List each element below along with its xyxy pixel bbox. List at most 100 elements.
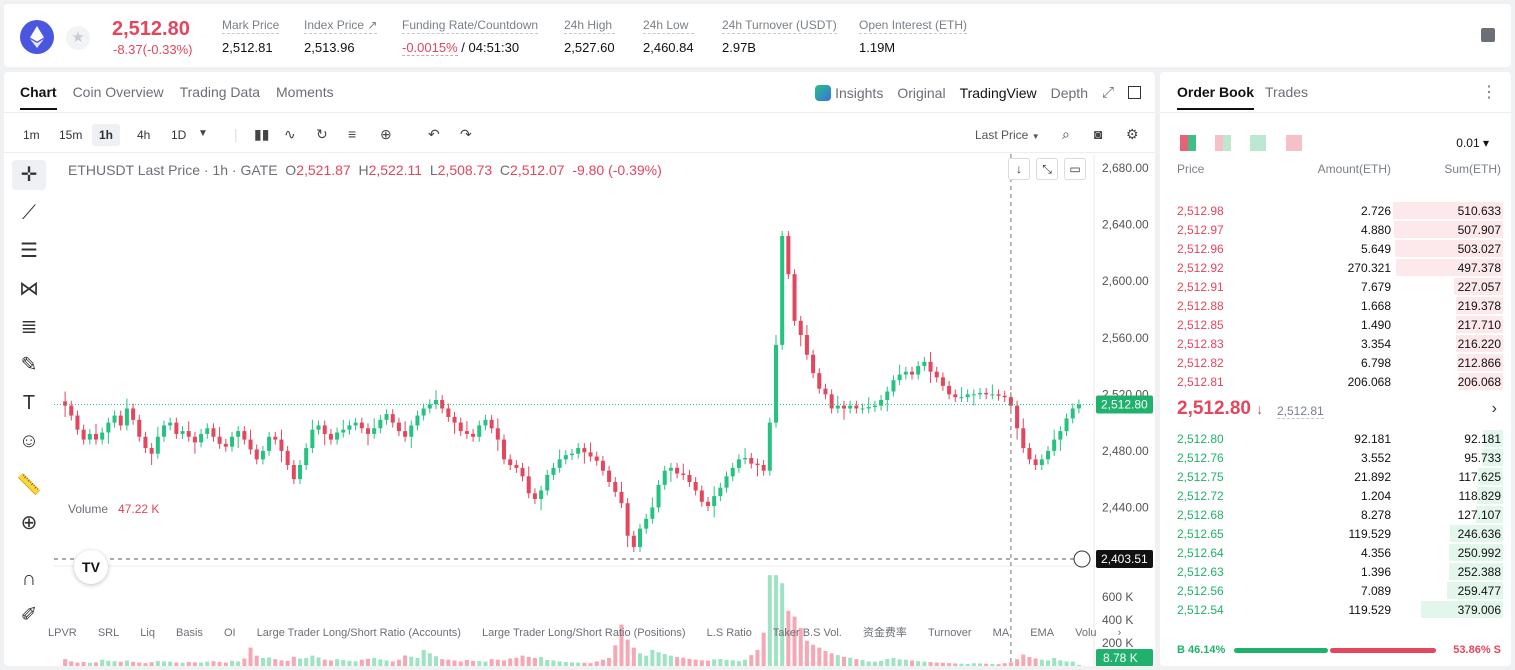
layout-icon[interactable]: ≡ (348, 126, 357, 142)
ask-row[interactable]: 2,512.81 206.068 206.068 (1160, 372, 1511, 391)
ask-row[interactable]: 2,512.83 3.354 216.220 (1160, 334, 1511, 353)
expand-icon[interactable]: ⤢ (1101, 84, 1114, 101)
indicator-srl[interactable]: SRL (97, 627, 120, 639)
candle-body (619, 491, 624, 504)
emoji-icon[interactable]: ☺ (18, 430, 40, 452)
trendline-icon[interactable]: ⟋ (22, 202, 36, 224)
tick-size-select[interactable]: 0.01 ▾ (1456, 136, 1489, 150)
bid-row[interactable]: 2,512.54 119.529 379.006 (1160, 600, 1511, 619)
bid-row[interactable]: 2,512.63 1.396 252.388 (1160, 562, 1511, 581)
ask-row[interactable]: 2,512.88 1.668 219.378 (1160, 296, 1511, 315)
candlestick-chart[interactable]: 2,680.002,640.002,600.002,560.002,520.00… (54, 154, 1155, 666)
tab-trades[interactable]: Trades (1265, 84, 1309, 100)
text-icon[interactable]: T (22, 392, 36, 414)
row-sum: 219.378 (1457, 299, 1501, 313)
bid-row[interactable]: 2,512.64 4.356 250.992 (1160, 543, 1511, 562)
undo-icon[interactable]: ↶ (428, 126, 440, 142)
ask-row[interactable]: 2,512.82 6.798 212.866 (1160, 353, 1511, 372)
tab-tradingview[interactable]: TradingView (959, 84, 1037, 101)
bid-row[interactable]: 2,512.76 3.552 95.733 (1160, 448, 1511, 467)
magnet-icon[interactable]: ∩ (21, 568, 37, 590)
add-icon[interactable]: ⊕ (380, 126, 392, 142)
bid-row[interactable]: 2,512.80 92.181 92.181 (1160, 429, 1511, 448)
redo-icon[interactable]: ↷ (460, 126, 472, 142)
row-amount: 3.354 (1360, 337, 1391, 351)
row-price: 2,512.88 (1177, 299, 1224, 313)
tab-order-book[interactable]: Order Book (1177, 84, 1255, 110)
search-icon[interactable]: ⌕ (1062, 126, 1070, 142)
book-icon[interactable] (1481, 28, 1495, 42)
zoom-in-icon[interactable]: ⊕ (20, 512, 38, 534)
bid-row[interactable]: 2,512.65 119.529 246.636 (1160, 524, 1511, 543)
horizontal-lines-icon[interactable]: ☰ (20, 240, 38, 262)
tab-trading-data[interactable]: Trading Data (179, 84, 261, 100)
tab-moments[interactable]: Moments (276, 84, 334, 100)
last-price: 2,512.80 (112, 18, 190, 40)
ask-row[interactable]: 2,512.96 5.649 503.027 (1160, 239, 1511, 258)
ask-row[interactable]: 2,512.85 1.490 217.710 (1160, 315, 1511, 334)
collapse-icon[interactable]: ⤡ (1036, 158, 1058, 180)
stat-index-price[interactable]: Index Price ↗ 2,513.96 (304, 18, 378, 55)
ask-row[interactable]: 2,512.92 270.321 497.378 (1160, 258, 1511, 277)
stat-open-interest: Open Interest (ETH) 1.19M (859, 18, 968, 55)
indicator-lt-accounts[interactable]: Large Trader Long/Short Ratio (Accounts) (256, 627, 461, 639)
indicator-lt-positions[interactable]: Large Trader Long/Short Ratio (Positions… (481, 627, 686, 639)
candle-type-icon[interactable]: ▮▮ (254, 126, 270, 142)
indicator-basis[interactable]: Basis (176, 627, 203, 639)
chevron-right-icon[interactable]: › (1117, 627, 1122, 639)
bid-row[interactable]: 2,512.75 21.892 117.625 (1160, 467, 1511, 486)
gear-icon[interactable]: ⚙ (1126, 126, 1139, 142)
favorite-star-icon[interactable]: ★ (66, 26, 90, 50)
timeframe-15m[interactable]: 15m (59, 128, 83, 142)
indicator-ls-ratio[interactable]: L.S Ratio (706, 627, 752, 639)
indicator-ma[interactable]: MA (992, 627, 1010, 639)
indicator-lpvr[interactable]: LPVR (48, 627, 77, 639)
more-icon[interactable]: ⋮ (1481, 84, 1497, 101)
timeframe-4h[interactable]: 4h (137, 128, 151, 142)
asks-view-icon[interactable] (1286, 135, 1302, 151)
chevron-down-icon[interactable]: ▼ (198, 128, 208, 139)
ask-row[interactable]: 2,512.91 7.679 227.057 (1160, 277, 1511, 296)
split-view-icon[interactable] (1215, 135, 1231, 151)
ruler-icon[interactable]: 📏 (16, 474, 42, 496)
candle-body (229, 436, 235, 447)
price-type-select[interactable]: Last Price ▼ (968, 124, 1047, 146)
indicator-taker-vol[interactable]: Taker B.S Vol. (772, 627, 842, 639)
indicator-icon[interactable]: ∿ (284, 126, 296, 142)
brush-icon[interactable]: ✎ (20, 354, 38, 376)
bid-row[interactable]: 2,512.56 7.089 259.477 (1160, 581, 1511, 600)
bids-view-icon[interactable] (1250, 135, 1266, 151)
indicator-ema[interactable]: EMA (1030, 627, 1055, 639)
camera-icon[interactable]: ◙ (1094, 126, 1103, 142)
bid-row[interactable]: 2,512.68 8.278 127.107 (1160, 505, 1511, 524)
timeframe-1d[interactable]: 1D (171, 128, 187, 142)
indicator-liq[interactable]: Liq (140, 627, 155, 639)
tab-coin-overview[interactable]: Coin Overview (72, 84, 164, 100)
tab-depth[interactable]: Depth (1050, 84, 1088, 101)
timeframe-1h[interactable]: 1h (92, 124, 121, 146)
tab-original[interactable]: Original (897, 84, 946, 101)
crosshair-icon[interactable]: ✛ (12, 160, 46, 190)
tab-chart[interactable]: Chart (20, 84, 57, 110)
ask-row[interactable]: 2,512.98 2.726 510.633 (1160, 201, 1511, 220)
window-icon[interactable] (1128, 86, 1141, 99)
tab-insights[interactable]: Insights (815, 84, 883, 101)
pencil-lock-icon[interactable]: ✐ (20, 604, 38, 626)
indicator-oi[interactable]: OI (224, 627, 236, 639)
ask-row[interactable]: 2,512.97 4.880 507.907 (1160, 220, 1511, 239)
replay-icon[interactable]: ↻ (316, 126, 328, 142)
candle-body (427, 404, 432, 409)
fullscreen-icon[interactable]: ▭ (1064, 158, 1086, 180)
indicator-funding-rate[interactable]: 资金费率 (862, 627, 907, 639)
pattern-icon[interactable]: ⋈ (19, 278, 39, 300)
both-sides-view-icon[interactable] (1180, 135, 1196, 151)
indicator-volume[interactable]: Volu (1075, 627, 1097, 639)
candle-body (724, 476, 729, 488)
arrow-down-icon[interactable]: ↓ (1008, 158, 1030, 180)
indicator-turnover[interactable]: Turnover (927, 627, 972, 639)
fib-icon[interactable]: ≣ (20, 316, 38, 338)
bid-row[interactable]: 2,512.72 1.204 118.829 (1160, 486, 1511, 505)
timeframe-1m[interactable]: 1m (23, 128, 40, 142)
candle-body (180, 431, 185, 434)
chevron-right-icon[interactable]: › (1491, 400, 1497, 417)
